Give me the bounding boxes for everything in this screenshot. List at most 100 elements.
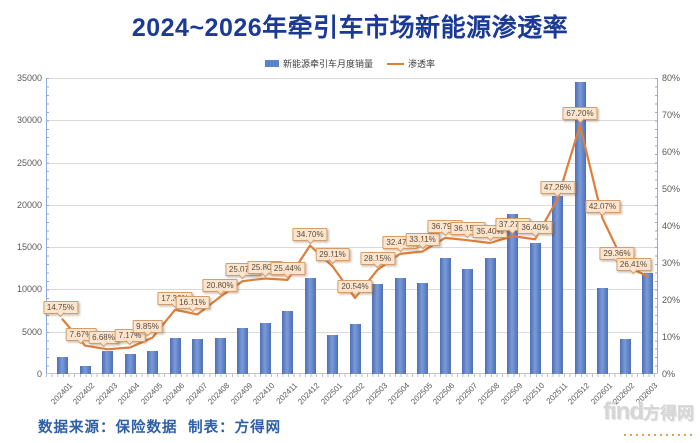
bar-202601 [597,287,608,374]
bar-202510 [529,242,541,374]
chart-title: 2024~2026年牵引车市场新能源渗透率 [131,14,569,42]
bar-202508 [484,258,496,374]
bar-202504 [394,278,406,374]
x-tick-202406: 202406 [161,381,187,407]
x-tick-202512: 202512 [566,381,592,407]
left-axis-tick-label: 35000 [16,73,42,83]
legend-label: 新能源牵引车月度销量 [282,59,373,69]
x-tick-202411: 202411 [274,381,299,406]
bar-202512 [574,82,586,374]
data-label-202412: 34.70% [292,227,328,241]
data-label-202505: 33.11% [405,233,440,247]
x-tick-202509: 202509 [498,381,524,407]
right-axis-tick-label: 30% [662,258,681,268]
legend-label: 渗透率 [408,59,436,69]
gridline [46,247,658,249]
gridline [46,78,658,79]
bar-202509 [507,214,518,374]
x-tick-202410: 202410 [251,381,277,407]
data-label-202404: 7.17% [114,329,146,343]
data-label-202603: 26.41% [615,258,652,272]
x-tick-202412: 202412 [296,381,322,407]
line-swatch-icon [387,62,404,65]
x-tick-202409: 202409 [228,381,254,407]
x-tick-202401: 202401 [48,381,74,407]
bar-202505 [417,282,428,374]
bar-202501 [327,335,338,374]
data-source-text: 数据来源：保险数据 [38,420,178,436]
right-axis-tick-label: 50% [662,184,681,194]
bar-202402 [79,365,91,374]
bar-202603 [642,272,653,374]
x-tick-202505: 202505 [408,381,434,407]
bar-202412 [304,278,316,374]
bar-202503 [372,283,383,374]
x-tick-202508: 202508 [476,381,502,407]
left-axis-tick-label: 5000 [21,326,42,337]
left-axis-tick-label: 0 [36,369,42,379]
data-label-202501: 29.11% [315,248,350,262]
data-label-202601: 42.07% [584,200,621,214]
x-tick-202407: 202407 [183,381,209,407]
gridline [46,120,658,122]
data-label-202411: 25.44% [269,261,306,275]
bar-202404 [124,354,136,374]
bar-202403 [102,351,113,374]
x-tick-202510: 202510 [521,381,547,407]
plot-region: 0 5000 10000 15000 20000 25000 30000 35000 0% 10… [17,73,680,379]
x-tick-202504: 202504 [386,381,412,407]
right-axis-tick-label: 70% [662,110,681,120]
bar-swatch-icon [264,60,279,67]
legend-item-penetration: 渗透率 [387,57,435,70]
right-axis-tick-label: 20% [662,295,681,305]
data-label-202510: 36.40% [517,221,553,235]
table-maker-text: 制表：方得网 [188,420,282,436]
left-axis-tick-label: 25000 [16,157,42,168]
bar-202407 [192,338,203,374]
data-label-202405: 9.85% [132,319,163,333]
x-tick-202501: 202501 [318,381,344,407]
x-tick-202511: 202511 [544,381,569,406]
right-axis-tick-label: 40% [662,221,681,231]
data-label-202408: 20.80% [202,279,238,293]
penetration-line [61,124,649,351]
bar-202401 [57,357,68,374]
x-axis-labels: 202401 202402 202403 202404 202405 202406 2024… [46,379,659,419]
right-axis-tick-label: 10% [662,332,681,342]
x-tick-202408: 202408 [206,381,232,407]
right-axis-ticks [655,78,658,374]
bar-202511 [552,196,563,374]
bar-202507 [462,269,473,374]
left-axis-tick-label: 10000 [16,284,42,295]
logo-cn-text: 方得网 [643,404,694,423]
logo-find-text: find [603,398,644,425]
left-axis-ticks [46,78,49,374]
x-tick-202507: 202507 [453,381,479,407]
bar-202405 [147,351,158,374]
data-label-202401: 14.75% [42,301,79,315]
bar-202602 [619,338,631,374]
logo-dots [624,434,694,436]
chart-legend: 新能源牵引车月度销量 渗透率 [0,57,700,70]
footer-credits: 数据来源：保险数据 制表：方得网 [38,416,287,437]
bar-202406 [169,337,181,374]
data-label-202502: 20.54% [337,280,373,293]
bar-202411 [282,310,293,374]
left-axis-tick-label: 15000 [16,242,42,253]
data-label-202512: 67.20% [562,107,598,121]
gridline [46,204,658,206]
bottom-axis-ticks [46,374,658,377]
gridline [46,162,658,164]
x-tick-202404: 202404 [116,381,142,407]
bar-202410 [259,323,271,374]
left-axis-tick-label: 30000 [16,115,42,126]
x-tick-202503: 202503 [363,381,389,407]
x-tick-202403: 202403 [93,381,119,407]
bar-202502 [349,324,361,374]
bar-202506 [439,258,451,374]
data-label-202407: 16.11% [175,296,210,310]
x-tick-202402: 202402 [71,381,97,407]
right-axis-tick-label: 0% [662,369,676,379]
legend-item-sales: 新能源牵引车月度销量 [264,57,373,70]
right-axis-tick-label: 80% [662,73,681,83]
